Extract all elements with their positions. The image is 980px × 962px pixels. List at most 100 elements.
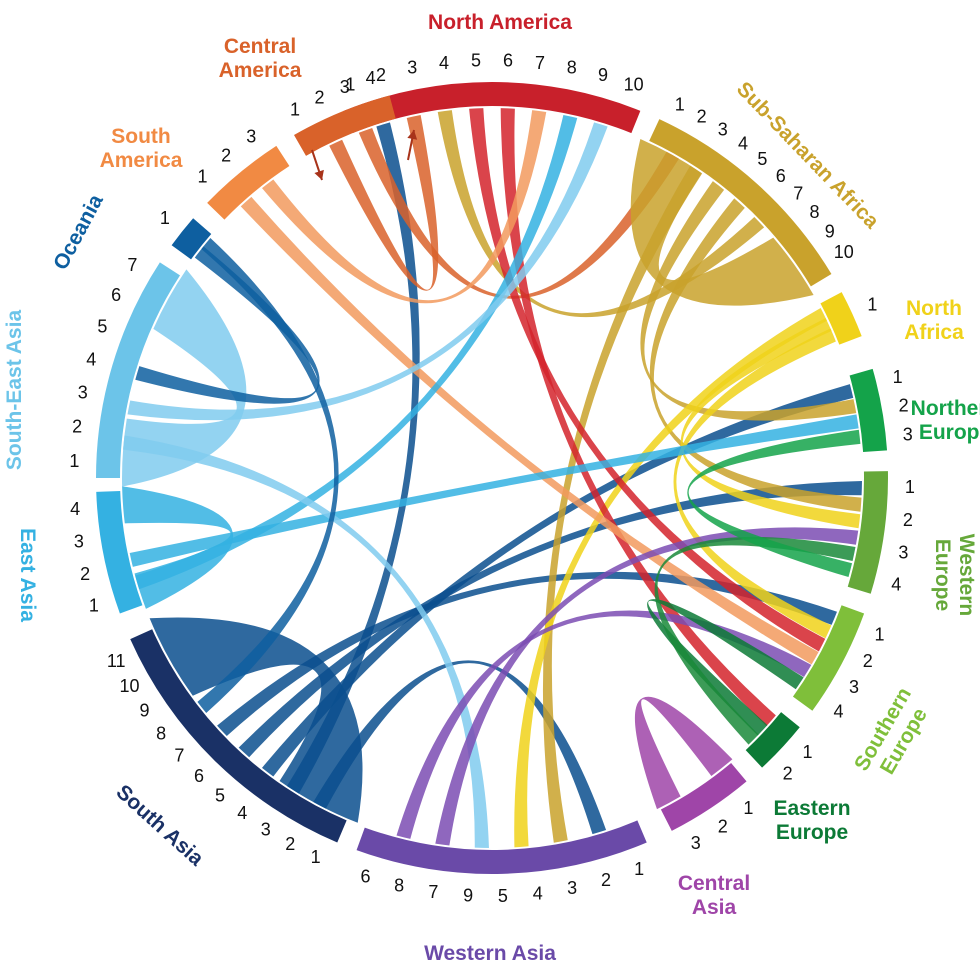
flow-north-africa-to-western-europe bbox=[680, 318, 861, 529]
flow-central-america-to-sub-saharan-africa bbox=[358, 127, 679, 299]
tick-north-america-3: 4 bbox=[439, 53, 449, 73]
tick-sub-saharan-africa-6: 7 bbox=[793, 183, 803, 203]
tick-western-asia-0: 1 bbox=[634, 859, 644, 879]
tick-western-asia-3: 4 bbox=[533, 883, 543, 903]
arc-south-america bbox=[207, 145, 290, 220]
tick-south-asia-7: 8 bbox=[156, 724, 166, 744]
flow-ribbons bbox=[121, 108, 862, 848]
tick-sub-saharan-africa-7: 8 bbox=[810, 202, 820, 222]
tick-south-east-asia-6: 7 bbox=[127, 255, 137, 275]
tick-southern-europe-2: 3 bbox=[849, 677, 859, 697]
tick-western-asia-4: 5 bbox=[498, 886, 508, 906]
label-line-central-america-1: America bbox=[219, 59, 302, 82]
tick-sub-saharan-africa-1: 2 bbox=[697, 106, 707, 126]
tick-sub-saharan-africa-2: 3 bbox=[718, 119, 728, 139]
tick-north-america-5: 6 bbox=[503, 50, 513, 70]
tick-central-america-0: 1 bbox=[290, 99, 300, 119]
arc-central-america bbox=[294, 95, 396, 156]
flow-oceania-to-south-asia bbox=[197, 238, 339, 714]
label-line-south-america-1: America bbox=[100, 149, 183, 172]
arc-southern-europe bbox=[792, 605, 865, 711]
flow-south-america-to-north-america bbox=[262, 110, 547, 304]
tick-southern-europe-1: 2 bbox=[863, 651, 873, 671]
region-ticks: 1 2 3 4 5 6 7 8 9 1012345678910112312341234121231… bbox=[69, 50, 915, 906]
label-line-north-africa-1: Africa bbox=[904, 321, 964, 344]
tick-south-asia-1: 2 bbox=[285, 834, 295, 854]
label-line-north-america-0: North America bbox=[428, 11, 572, 34]
tick-south-east-asia-2: 3 bbox=[78, 383, 88, 403]
tick-western-asia-6: 7 bbox=[428, 882, 438, 902]
label-line-western-europe-0: Western bbox=[955, 534, 978, 616]
tick-central-asia-1: 2 bbox=[718, 817, 728, 837]
arc-north-america bbox=[343, 82, 641, 134]
label-oceania: Oceania bbox=[49, 190, 108, 273]
label-line-northern-europe-0: Northern bbox=[911, 397, 980, 420]
arc-sub-saharan-africa bbox=[649, 119, 832, 287]
label-line-eastern-europe-1: Europe bbox=[776, 821, 848, 844]
arc-north-africa bbox=[820, 292, 862, 345]
tick-central-america-2: 3 bbox=[340, 77, 350, 97]
label-line-north-africa-0: North bbox=[906, 297, 962, 320]
tick-western-europe-1: 2 bbox=[903, 510, 913, 530]
arc-eastern-europe bbox=[745, 712, 800, 768]
flow-south-east-asia-to-south-east-asia bbox=[121, 269, 247, 487]
flow-south-asia-to-south-asia bbox=[149, 617, 363, 823]
tick-western-asia-7: 8 bbox=[394, 876, 404, 896]
flow-sub-saharan-africa-to-western-asia bbox=[542, 165, 703, 843]
label-line-northern-europe-1: Europe bbox=[919, 421, 980, 444]
tick-north-america-7: 8 bbox=[567, 58, 577, 78]
tick-eastern-europe-0: 1 bbox=[802, 742, 812, 762]
tick-western-europe-0: 1 bbox=[905, 477, 915, 497]
tick-south-east-asia-1: 2 bbox=[72, 417, 82, 437]
label-line-central-asia-0: Central bbox=[678, 872, 750, 895]
arc-central-asia bbox=[660, 762, 747, 831]
tick-sub-saharan-africa-9: 10 bbox=[834, 242, 854, 262]
tick-north-america-8: 9 bbox=[598, 65, 608, 85]
tick-sub-saharan-africa-3: 4 bbox=[738, 134, 748, 154]
tick-oceania-0: 1 bbox=[160, 208, 170, 228]
tick-sub-saharan-africa-4: 5 bbox=[757, 149, 767, 169]
direction-arrow-1 bbox=[407, 129, 418, 161]
tick-western-asia-5: 9 bbox=[463, 885, 473, 905]
label-line-eastern-europe-0: Eastern bbox=[773, 797, 850, 820]
tick-central-america-1: 2 bbox=[314, 87, 324, 107]
tick-south-asia-5: 6 bbox=[194, 766, 204, 786]
arc-northern-europe bbox=[849, 368, 888, 453]
label-line-east-asia-0: East Asia bbox=[16, 528, 39, 622]
tick-north-america-2: 3 bbox=[407, 58, 417, 78]
tick-south-east-asia-0: 1 bbox=[69, 451, 79, 471]
tick-sub-saharan-africa-5: 6 bbox=[776, 166, 786, 186]
tick-western-asia-8: 6 bbox=[361, 866, 371, 886]
flow-north-africa-to-southern-europe bbox=[673, 328, 836, 639]
tick-south-east-asia-5: 6 bbox=[111, 285, 121, 305]
flow-south-asia-to-western-asia bbox=[313, 660, 607, 835]
tick-south-asia-0: 1 bbox=[311, 847, 321, 867]
flow-east-asia-to-east-asia bbox=[122, 486, 234, 609]
label-south-east-asia: South-East Asia bbox=[3, 310, 26, 471]
tick-central-america-3: 4 bbox=[366, 68, 376, 88]
label-line-oceania-0: Oceania bbox=[49, 190, 108, 273]
tick-east-asia-3: 4 bbox=[70, 499, 80, 519]
label-line-south-asia-0: South Asia bbox=[112, 780, 209, 870]
tick-southern-europe-0: 1 bbox=[875, 625, 885, 645]
tick-south-asia-8: 9 bbox=[140, 700, 150, 720]
tick-western-asia-1: 2 bbox=[601, 870, 611, 890]
tick-east-asia-2: 3 bbox=[74, 532, 84, 552]
direction-arrow-0 bbox=[311, 149, 324, 181]
tick-sub-saharan-africa-8: 9 bbox=[825, 222, 835, 242]
tick-north-america-9: 10 bbox=[624, 75, 644, 95]
tick-western-europe-3: 4 bbox=[891, 574, 901, 594]
arc-oceania bbox=[171, 218, 212, 260]
label-western-asia: Western Asia bbox=[424, 942, 556, 962]
tick-south-asia-4: 5 bbox=[215, 785, 225, 805]
tick-south-america-2: 3 bbox=[246, 126, 256, 146]
tick-south-america-0: 1 bbox=[198, 166, 208, 186]
tick-north-america-0: 1 bbox=[345, 75, 355, 95]
tick-east-asia-1: 2 bbox=[80, 564, 90, 584]
arc-east-asia bbox=[96, 490, 143, 614]
